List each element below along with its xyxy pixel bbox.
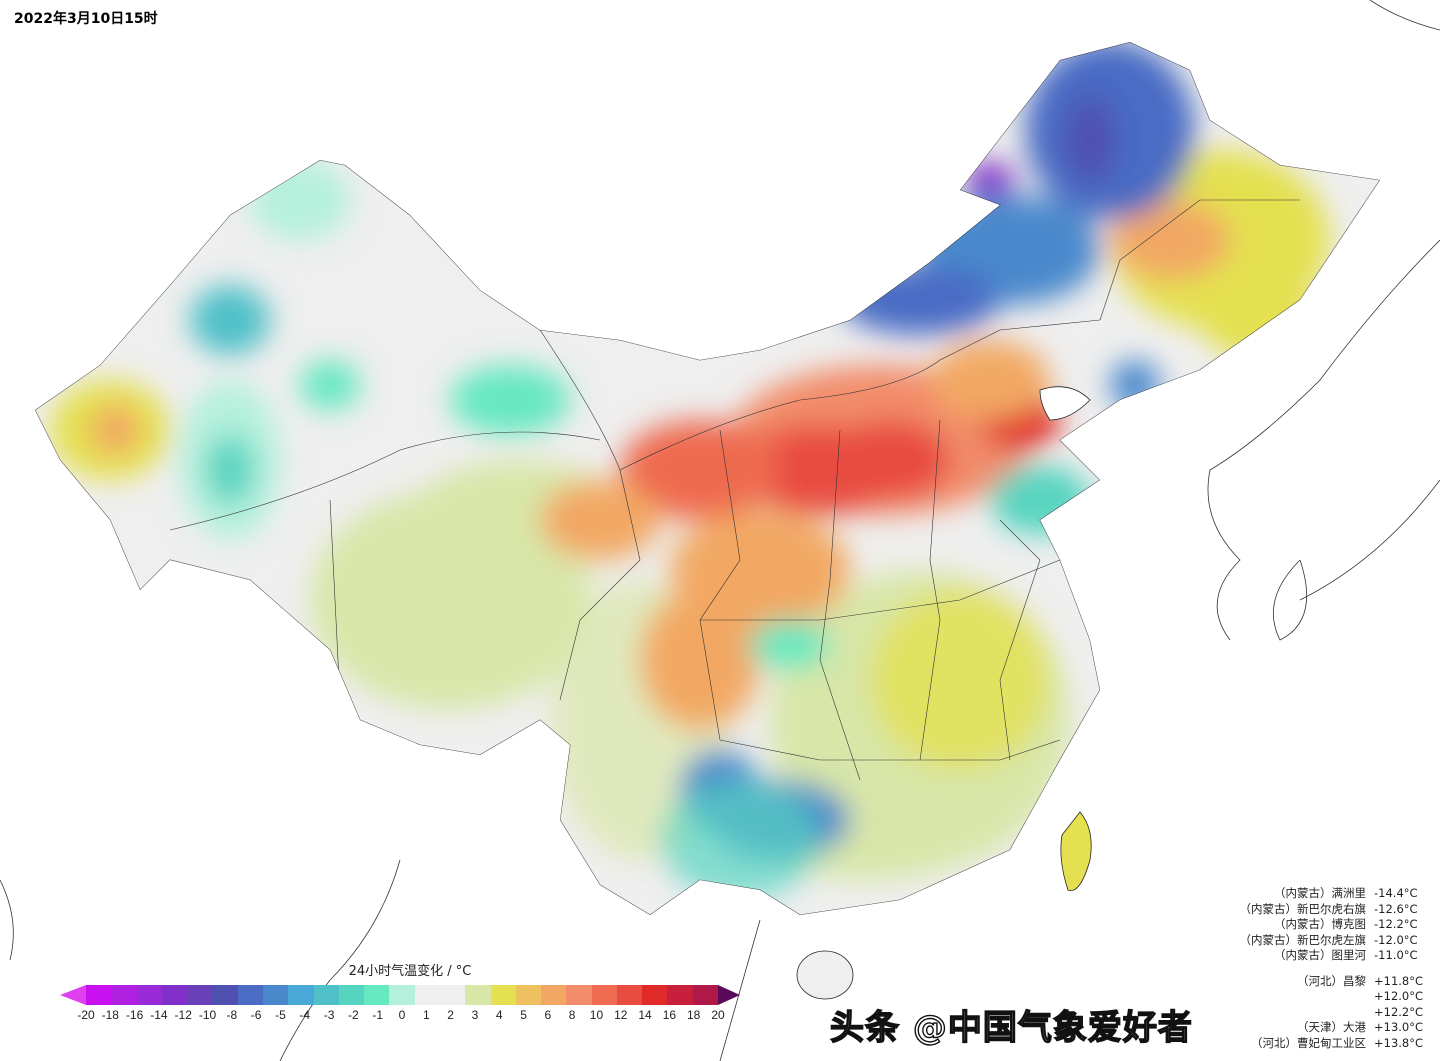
- station-value: -12.6°C: [1374, 901, 1418, 916]
- station-row: （天津）大港 +13.0°C: [1240, 1020, 1431, 1036]
- colorbar-tick-label: 0: [398, 1008, 406, 1022]
- station-row: （内蒙古）博克图 -12.2°C: [1240, 917, 1431, 933]
- colorbar-cell: [515, 985, 542, 1005]
- colorbar-cell: [692, 985, 719, 1005]
- colorbar-cell: [136, 985, 162, 1005]
- colorbar-cell: [262, 985, 289, 1005]
- station-value: -11.0°C: [1374, 948, 1418, 962]
- bohai-sea: [1039, 386, 1091, 421]
- colorbar-cell: [161, 985, 188, 1005]
- colorbar-cell: [616, 985, 643, 1005]
- legend-title: 24小时气温变化 / °C: [348, 964, 472, 979]
- station-row: （内蒙古）图里河 -11.0°C: [1240, 948, 1431, 964]
- colorbar-tick-label: 5: [520, 1008, 527, 1022]
- colorbar-cell: [288, 985, 314, 1005]
- station-value: -14.4°C: [1374, 886, 1418, 900]
- station-row: （内蒙古）新巴尔虎右旗 -12.6°C: [1240, 902, 1431, 918]
- colorbar-tick-label: -8: [226, 1008, 238, 1022]
- colorbar-tick-label: -4: [299, 1008, 311, 1022]
- colorbar-cell: [541, 985, 567, 1005]
- station-name: （内蒙古）新巴尔虎左旗: [1239, 932, 1367, 947]
- station-name: （内蒙古）博克图: [1274, 917, 1366, 931]
- watermark: 头条 @中国气象爱好者: [829, 1007, 1193, 1048]
- colorbar-cell: [490, 985, 516, 1005]
- colorbar-tick-label: -6: [250, 1008, 262, 1022]
- colorbar-tick-label: -10: [198, 1008, 217, 1022]
- station-name: （内蒙古）图里河: [1274, 948, 1366, 962]
- colorbar-cell: [465, 985, 491, 1005]
- colorbar-cell: [187, 985, 213, 1005]
- colorbar-over-arrow: [718, 985, 740, 1005]
- station-value: +12.0°C: [1374, 989, 1424, 1003]
- colorbar-tick-label: -5: [275, 1008, 286, 1022]
- colorbar-tick-label: 12: [614, 1008, 628, 1022]
- station-row: +12.0°C: [1240, 989, 1431, 1005]
- taiwan: [1060, 811, 1092, 892]
- colorbar-tick-label: 14: [638, 1008, 652, 1022]
- colorbar-cell: [642, 985, 668, 1005]
- province-boundaries: [169, 199, 1300, 781]
- temperature-field: [50, 42, 1330, 900]
- station-value: +13.8°C: [1374, 1035, 1424, 1050]
- station-name: （河北）曹妃甸工业区: [1251, 1035, 1366, 1050]
- station-extremes-list: （内蒙古）满洲里 -14.4°C （内蒙古）新巴尔虎右旗 -12.6°C （内蒙古）博克…: [1240, 886, 1431, 1051]
- station-value: -12.0°C: [1374, 932, 1418, 947]
- colorbar-legend: 24小时气温变化 / °C -20 -18 -16 -14 -12 -10 -8 -6 -5 -4…: [60, 960, 740, 1026]
- colorbar-under-arrow: [60, 985, 86, 1005]
- station-row: （河北）昌黎 +11.8°C: [1240, 974, 1431, 990]
- station-value: +11.8°C: [1374, 973, 1424, 988]
- colorbar-cells: [86, 985, 719, 1005]
- colorbar-cell: [414, 985, 440, 1005]
- colorbar-cell: [237, 985, 263, 1005]
- station-name: （内蒙古）满洲里: [1274, 886, 1366, 900]
- station-name: （天津）大港: [1297, 1020, 1366, 1034]
- colorbar-tick-label: -18: [101, 1008, 119, 1022]
- hainan: [796, 950, 854, 1000]
- station-name: （河北）昌黎: [1297, 973, 1366, 988]
- colorbar-cell: [364, 985, 390, 1005]
- colorbar-cell: [591, 985, 617, 1005]
- colorbar-tick-label: 8: [568, 1008, 576, 1022]
- colorbar-ticks: -20 -18 -16 -14 -12 -10 -8 -6 -5 -4 -3 -2 -1 0 1 2 3 4 5 6 8…: [60, 1008, 740, 1026]
- station-row: +12.2°C: [1240, 1005, 1431, 1021]
- colorbar-cell: [86, 985, 112, 1005]
- colorbar-cell: [212, 985, 238, 1005]
- colorbar-tick-label: 4: [495, 1008, 503, 1022]
- colorbar-tick-label: -12: [174, 1008, 192, 1022]
- colorbar-cell: [338, 985, 365, 1005]
- station-row: （内蒙古）新巴尔虎左旗 -12.0°C: [1240, 933, 1431, 949]
- station-row: （河北）曹妃甸工业区 +13.8°C: [1240, 1036, 1431, 1052]
- station-row: （内蒙古）满洲里 -14.4°C: [1240, 886, 1431, 902]
- colorbar-tick-label: 2: [447, 1008, 454, 1022]
- colorbar-tick-label: 18: [687, 1008, 701, 1022]
- colorbar-tick-label: 10: [589, 1008, 604, 1022]
- colorbar-tick-label: -2: [348, 1008, 359, 1022]
- colorbar-cell: [439, 985, 466, 1005]
- map-title: 2022年3月10日15时: [14, 11, 158, 27]
- colorbar-cell: [389, 985, 415, 1005]
- colorbar-cell: [313, 985, 339, 1005]
- colorbar-cell: [111, 985, 137, 1005]
- station-name: （内蒙古）新巴尔虎右旗: [1239, 901, 1367, 916]
- colorbar-tick-label: 3: [471, 1008, 479, 1022]
- colorbar-tick-label: 20: [711, 1008, 725, 1022]
- colorbar-tick-label: -16: [125, 1008, 144, 1022]
- colorbar-tick-label: -3: [323, 1008, 335, 1022]
- colorbar-tick-label: -1: [372, 1008, 384, 1022]
- station-value: -12.2°C: [1374, 917, 1418, 931]
- colorbar-tick-label: -14: [150, 1008, 168, 1022]
- colorbar-tick-label: -20: [77, 1008, 95, 1022]
- colorbar-cell: [566, 985, 592, 1005]
- colorbar-tick-label: 1: [422, 1008, 430, 1022]
- station-value: +12.2°C: [1374, 1004, 1424, 1019]
- colorbar-tick-label: 16: [662, 1008, 677, 1022]
- station-value: +13.0°C: [1374, 1020, 1424, 1034]
- colorbar-tick-label: 6: [544, 1008, 552, 1022]
- colorbar-cell: [667, 985, 693, 1005]
